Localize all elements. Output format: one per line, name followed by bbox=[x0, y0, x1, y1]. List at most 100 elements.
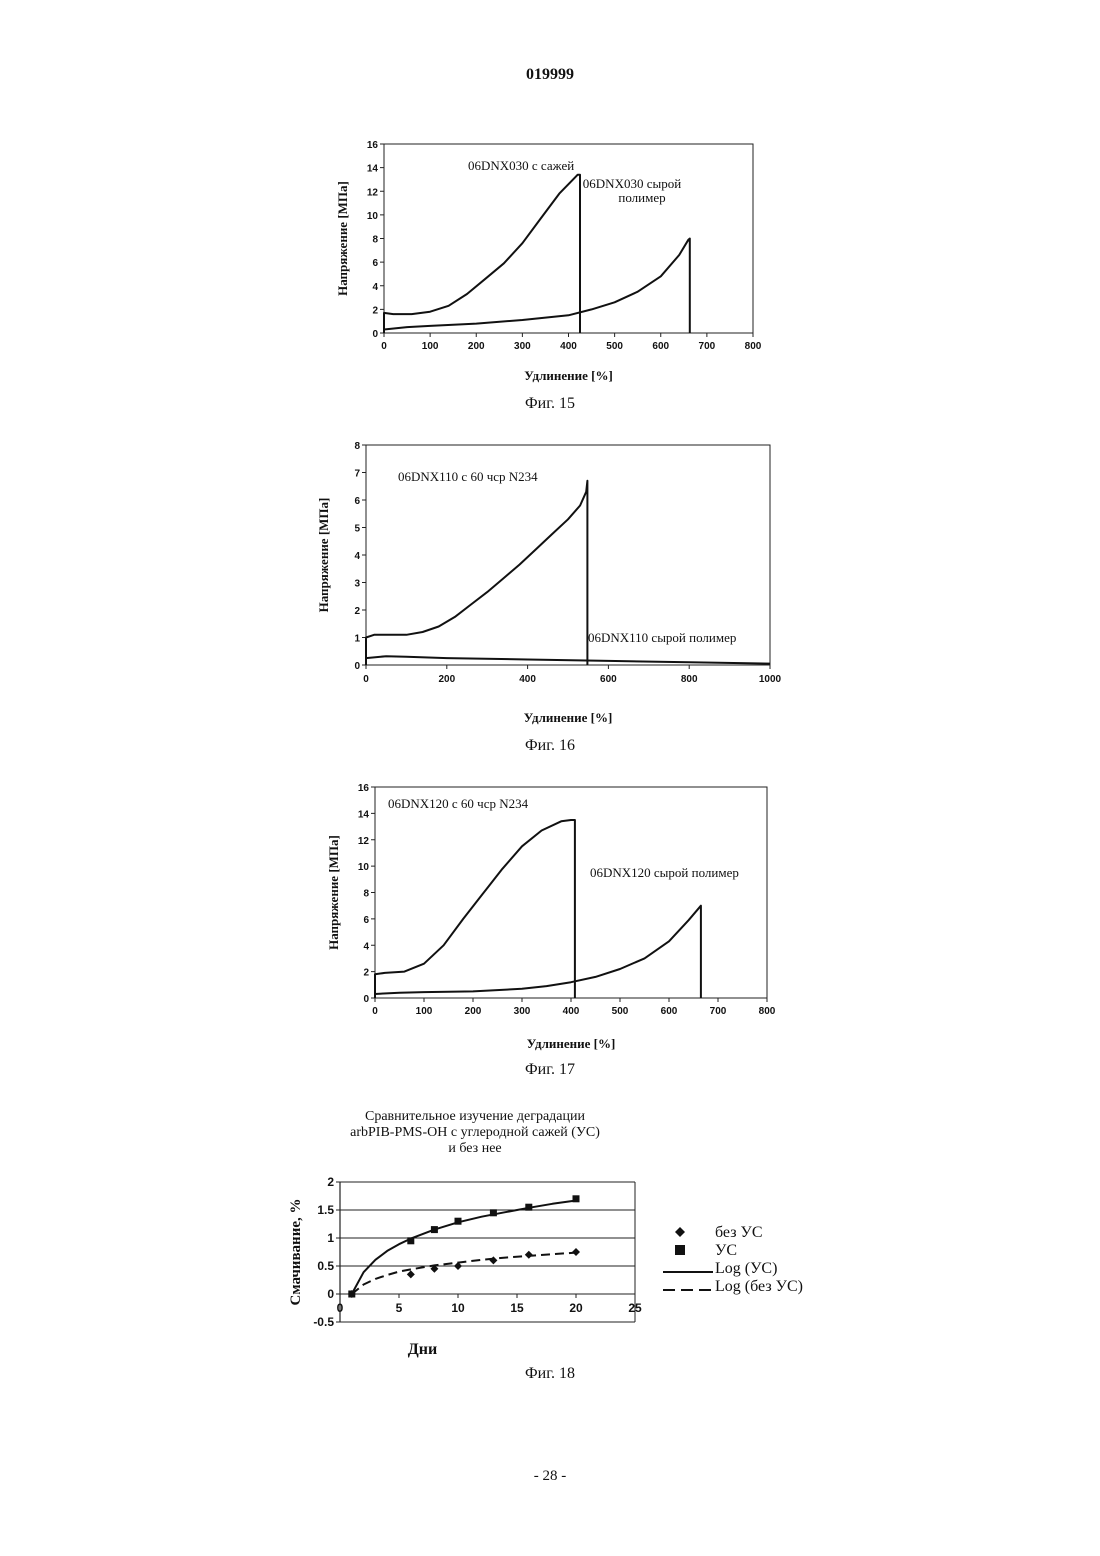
fig18-legend-label: УС bbox=[715, 1242, 737, 1259]
fig16-x-tick-label: 200 bbox=[438, 674, 455, 685]
fig17-series-line-2 bbox=[375, 906, 701, 998]
fig18-x-tick-label: 15 bbox=[510, 1301, 524, 1315]
fig17-y-tick-label: 16 bbox=[358, 783, 370, 794]
fig16-y-tick-label: 6 bbox=[354, 496, 360, 507]
fig18-legend-symbol bbox=[675, 1227, 685, 1237]
fig17-x-tick-label: 400 bbox=[563, 1006, 580, 1017]
fig16-series-line-1 bbox=[366, 481, 587, 665]
fig17-x-tick-label: 800 bbox=[759, 1006, 776, 1017]
fig15-y-tick-label: 2 bbox=[372, 305, 378, 316]
fig18-x-tick-label: 5 bbox=[396, 1301, 403, 1315]
fig17-y-tick-label: 12 bbox=[358, 836, 370, 847]
fig18-legend-label: Log (без УС) bbox=[715, 1278, 803, 1295]
fig18-y-tick-label: -0.5 bbox=[313, 1315, 334, 1329]
fig15-y-tick-label: 12 bbox=[367, 187, 379, 198]
fig18-x-tick-label: 25 bbox=[628, 1301, 642, 1315]
fig18-x-tick-label: 20 bbox=[569, 1301, 583, 1315]
fig15-series-line-1 bbox=[384, 175, 580, 333]
fig17-x-tick-label: 100 bbox=[416, 1006, 433, 1017]
fig17-x-tick-label: 700 bbox=[710, 1006, 727, 1017]
fig16-y-tick-label: 3 bbox=[354, 579, 360, 590]
fig15-x-tick-label: 300 bbox=[514, 341, 531, 352]
fig15-x-tick-label: 200 bbox=[468, 341, 485, 352]
fig18-title-line: Сравнительное изучение деградации bbox=[365, 1109, 586, 1124]
fig16-y-tick-label: 4 bbox=[354, 551, 360, 562]
fig16-caption: Фиг. 16 bbox=[525, 737, 575, 754]
fig15-series-label: полимер bbox=[618, 190, 665, 205]
fig18-y-tick-label: 0.5 bbox=[317, 1259, 334, 1273]
fig18-title-line: и без нее bbox=[448, 1141, 501, 1156]
fig15-y-tick-label: 14 bbox=[367, 164, 379, 175]
fig15-x-tick-label: 700 bbox=[699, 341, 716, 352]
fig18-title-line: arbPIB-PMS-OH с углеродной сажей (УС) bbox=[350, 1125, 600, 1140]
fig18-series-line-4 bbox=[352, 1253, 576, 1294]
fig17-x-tick-label: 600 bbox=[661, 1006, 678, 1017]
fig17-y-tick-label: 10 bbox=[358, 862, 370, 873]
fig16-y-tick-label: 1 bbox=[354, 634, 360, 645]
fig18-legend-label: Log (УС) bbox=[715, 1260, 777, 1277]
fig15-y-tick-label: 4 bbox=[372, 282, 378, 293]
fig17-y-axis-label: Напряжение [МПа] bbox=[326, 835, 341, 950]
fig17-caption: Фиг. 17 bbox=[525, 1061, 575, 1078]
fig15-x-tick-label: 400 bbox=[560, 341, 577, 352]
fig16-y-tick-label: 7 bbox=[354, 469, 360, 480]
fig16-y-tick-label: 8 bbox=[354, 441, 360, 452]
fig15-y-axis-label: Напряжение [МПа] bbox=[335, 181, 350, 296]
fig15-x-tick-label: 600 bbox=[652, 341, 669, 352]
fig17-x-axis-label: Удлинение [%] bbox=[527, 1036, 616, 1051]
fig15-x-tick-label: 800 bbox=[745, 341, 762, 352]
fig18-point-diamond bbox=[489, 1256, 497, 1264]
fig15-y-tick-label: 10 bbox=[367, 211, 379, 222]
fig17-x-tick-label: 200 bbox=[465, 1006, 482, 1017]
fig18-x-tick-label: 10 bbox=[451, 1301, 465, 1315]
fig15-x-tick-label: 100 bbox=[422, 341, 439, 352]
fig16-x-tick-label: 400 bbox=[519, 674, 536, 685]
fig15-series-label: 06DNX030 сырой bbox=[583, 176, 681, 191]
fig17-series-line-1 bbox=[375, 820, 575, 998]
fig17-y-tick-label: 2 bbox=[363, 968, 369, 979]
figure-15-chart: 02468101214160100200300400500600700800Уд… bbox=[0, 0, 1100, 1556]
fig18-y-axis-label: Смачивание, % bbox=[288, 1199, 304, 1306]
fig18-y-tick-label: 1.5 bbox=[317, 1203, 334, 1217]
fig17-plot-frame bbox=[375, 787, 767, 998]
fig15-y-tick-label: 16 bbox=[367, 140, 379, 151]
fig17-y-tick-label: 6 bbox=[363, 915, 369, 926]
fig15-y-tick-label: 6 bbox=[372, 258, 378, 269]
fig15-caption: Фиг. 15 bbox=[525, 395, 575, 412]
fig16-y-tick-label: 5 bbox=[354, 524, 360, 535]
fig16-series-label: 06DNX110 сырой полимер bbox=[588, 630, 736, 645]
fig17-x-tick-label: 300 bbox=[514, 1006, 531, 1017]
fig15-x-tick-label: 0 bbox=[381, 341, 387, 352]
fig18-x-tick-label: 0 bbox=[337, 1301, 344, 1315]
fig15-y-tick-label: 8 bbox=[372, 235, 378, 246]
fig18-y-tick-label: 1 bbox=[327, 1231, 334, 1245]
fig16-x-tick-label: 800 bbox=[681, 674, 698, 685]
fig18-point-diamond bbox=[407, 1270, 415, 1278]
fig18-y-tick-label: 0 bbox=[327, 1287, 334, 1301]
fig16-series-label: 06DNX110 с 60 чср N234 bbox=[398, 469, 538, 484]
fig17-y-tick-label: 8 bbox=[363, 889, 369, 900]
fig18-legend-label: без УС bbox=[715, 1224, 763, 1241]
fig17-x-tick-label: 0 bbox=[372, 1006, 378, 1017]
fig17-series-label: 06DNX120 с 60 чср N234 bbox=[388, 796, 529, 811]
fig18-series-line-3 bbox=[352, 1201, 576, 1295]
fig15-x-tick-label: 500 bbox=[606, 341, 623, 352]
fig18-x-axis-label: Дни bbox=[408, 1341, 437, 1358]
fig17-y-tick-label: 0 bbox=[363, 994, 369, 1005]
fig18-legend-symbol bbox=[675, 1245, 685, 1255]
fig16-x-axis-label: Удлинение [%] bbox=[524, 710, 613, 725]
fig16-series-line-2 bbox=[366, 656, 770, 663]
fig15-y-tick-label: 0 bbox=[372, 329, 378, 340]
fig16-y-tick-label: 0 bbox=[354, 661, 360, 672]
fig16-x-tick-label: 1000 bbox=[759, 674, 782, 685]
fig18-caption: Фиг. 18 bbox=[525, 1365, 575, 1382]
fig17-y-tick-label: 4 bbox=[363, 941, 369, 952]
fig16-y-axis-label: Напряжение [МПа] bbox=[316, 498, 331, 613]
fig16-x-tick-label: 0 bbox=[363, 674, 369, 685]
fig15-x-axis-label: Удлинение [%] bbox=[524, 368, 613, 383]
fig18-y-tick-label: 2 bbox=[327, 1175, 334, 1189]
fig15-series-line-2 bbox=[384, 239, 690, 334]
fig16-x-tick-label: 600 bbox=[600, 674, 617, 685]
fig16-y-tick-label: 2 bbox=[354, 606, 360, 617]
fig17-y-tick-label: 14 bbox=[358, 809, 370, 820]
